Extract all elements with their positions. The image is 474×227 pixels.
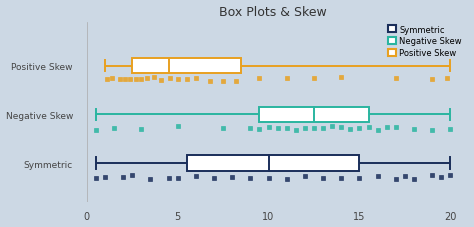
Point	[174, 125, 182, 129]
Point	[428, 78, 436, 82]
Point	[401, 174, 409, 178]
Point	[232, 80, 240, 84]
Point	[192, 175, 200, 178]
Point	[319, 177, 327, 180]
Point	[365, 126, 372, 130]
Bar	[132, 58, 241, 74]
Point	[337, 177, 345, 180]
Point	[110, 126, 118, 130]
Point	[255, 128, 263, 131]
Point	[356, 176, 363, 180]
Point	[265, 177, 273, 180]
Point	[174, 177, 182, 180]
Point	[301, 175, 309, 178]
Point	[283, 126, 291, 130]
Bar	[187, 156, 359, 171]
Point	[165, 177, 173, 180]
Point	[443, 77, 450, 81]
Point	[192, 76, 200, 80]
Point	[92, 128, 100, 132]
Point	[92, 176, 100, 180]
Point	[428, 173, 436, 177]
Point	[310, 126, 318, 130]
Point	[283, 177, 291, 180]
Point	[428, 128, 436, 132]
Point	[374, 128, 382, 132]
Point	[255, 77, 263, 80]
Point	[210, 176, 218, 180]
Point	[132, 77, 140, 81]
Bar	[259, 107, 368, 123]
Point	[265, 126, 273, 129]
Point	[374, 174, 382, 178]
Title: Box Plots & Skew: Box Plots & Skew	[219, 5, 327, 18]
Point	[137, 128, 145, 132]
Point	[356, 127, 363, 131]
Point	[392, 77, 400, 81]
Point	[150, 76, 158, 80]
Point	[128, 173, 136, 177]
Point	[310, 76, 318, 80]
Point	[383, 126, 391, 130]
Point	[392, 177, 400, 181]
Point	[301, 126, 309, 130]
Point	[410, 128, 418, 131]
Point	[319, 126, 327, 130]
Point	[101, 175, 109, 179]
Point	[283, 77, 291, 81]
Point	[219, 127, 227, 130]
Point	[207, 80, 214, 83]
Point	[174, 78, 182, 81]
Point	[121, 78, 129, 81]
Point	[392, 126, 400, 130]
Point	[119, 176, 127, 179]
Point	[346, 127, 354, 131]
Point	[116, 78, 123, 81]
Point	[127, 78, 134, 82]
Point	[447, 127, 454, 131]
Point	[167, 77, 174, 81]
Point	[337, 126, 345, 130]
Legend: Symmetric, Negative Skew, Positive Skew: Symmetric, Negative Skew, Positive Skew	[386, 23, 464, 61]
Point	[183, 78, 191, 81]
Point	[246, 127, 254, 131]
Point	[274, 127, 282, 131]
Point	[447, 173, 454, 177]
Point	[146, 177, 154, 180]
Point	[292, 128, 300, 132]
Point	[328, 125, 336, 129]
Point	[109, 77, 116, 81]
Point	[228, 175, 236, 179]
Point	[246, 176, 254, 180]
Point	[103, 78, 110, 81]
Point	[410, 177, 418, 181]
Point	[337, 76, 345, 80]
Point	[143, 76, 151, 80]
Point	[438, 175, 445, 179]
Point	[137, 78, 145, 82]
Point	[157, 79, 165, 82]
Point	[219, 80, 227, 83]
